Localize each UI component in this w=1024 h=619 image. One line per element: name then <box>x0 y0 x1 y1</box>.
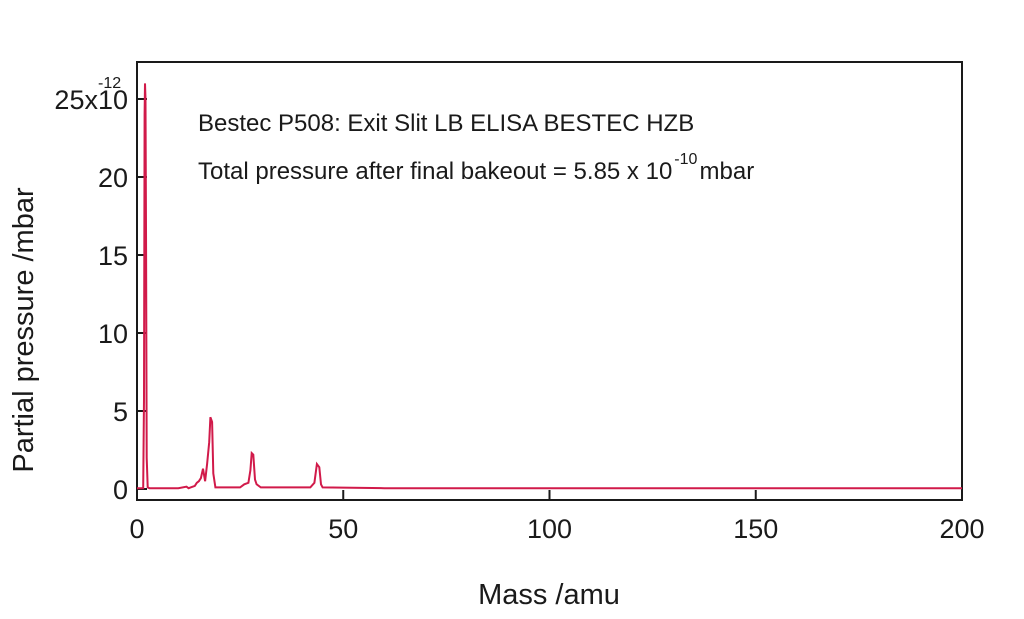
y-tick-label: 25x10 <box>54 85 128 115</box>
y-tick-label: 15 <box>98 241 128 271</box>
y-tick-label: 0 <box>113 475 128 505</box>
annotation-line-2-exponent: -10 <box>674 151 697 168</box>
annotation-line-2-unit: mbar <box>700 158 755 185</box>
y-axis-title: Partial pressure /mbar <box>8 187 40 473</box>
x-tick-label: 150 <box>733 514 778 544</box>
annotation-line-2: Total pressure after final bakeout = 5.8… <box>198 158 672 185</box>
x-tick-label: 50 <box>328 514 358 544</box>
y-tick-label: 10 <box>98 319 128 349</box>
series-line <box>137 83 962 490</box>
x-axis-title: Mass /amu <box>478 579 620 611</box>
annotation-line-2-text: Total pressure after final bakeout = 5.8… <box>198 158 672 185</box>
y-tick-label: 5 <box>113 397 128 427</box>
y-scale-exponent: -12 <box>98 75 121 92</box>
y-axis-ticks: 0 5 10 15 20 25x10 <box>54 85 147 505</box>
annotation-line-1: Bestec P508: Exit Slit LB ELISA BESTEC H… <box>198 110 694 137</box>
x-axis-ticks: 0 50 100 150 200 <box>129 490 985 544</box>
x-tick-label: 100 <box>527 514 572 544</box>
x-tick-label: 200 <box>939 514 984 544</box>
x-tick-label: 0 <box>129 514 144 544</box>
y-tick-label: 20 <box>98 163 128 193</box>
